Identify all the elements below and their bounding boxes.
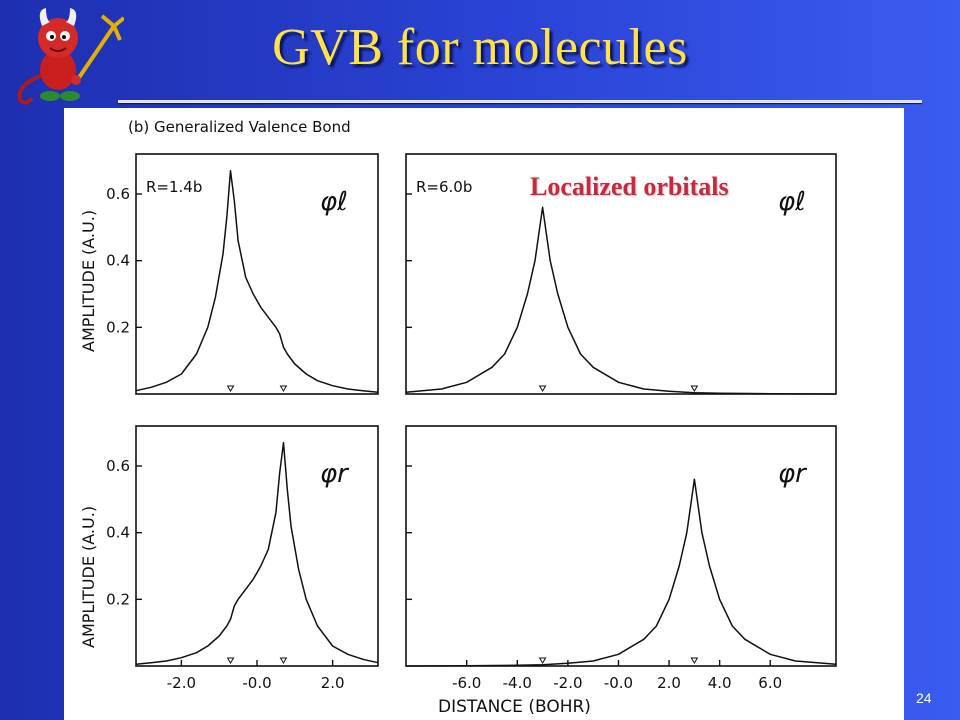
x-tick-label: 2.0 bbox=[657, 674, 681, 692]
panel-frame bbox=[135, 153, 379, 395]
panel-frame bbox=[405, 425, 837, 667]
nucleus-marker bbox=[279, 385, 288, 392]
orbital-label: φℓ bbox=[320, 187, 348, 217]
y-tick-label: 0.2 bbox=[106, 318, 130, 336]
y-axis-label-bottom: AMPLITUDE (A.U.) bbox=[79, 506, 98, 648]
x-tick-label: 2.0 bbox=[321, 674, 345, 692]
panel-annotation: R=1.4b bbox=[146, 178, 202, 196]
orbital-curve bbox=[135, 169, 379, 394]
y-tick-label: 0.2 bbox=[106, 590, 130, 608]
x-tick-label: 4.0 bbox=[708, 674, 732, 692]
panel-top-left: 0.2 0.4 0.6 R=1.4b φℓ bbox=[106, 153, 379, 395]
nucleus-marker bbox=[690, 657, 699, 664]
y-tick-label: 0.4 bbox=[106, 524, 130, 542]
orbital-label: φr bbox=[778, 459, 808, 489]
nucleus-marker bbox=[279, 657, 288, 664]
x-tick-label: -4.0 bbox=[503, 674, 532, 692]
devil-mascot-icon bbox=[6, 4, 126, 106]
nucleus-marker bbox=[538, 657, 547, 664]
localized-orbitals-label: Localized orbitals bbox=[530, 172, 729, 201]
title-underline bbox=[118, 100, 922, 103]
orbital-label: φr bbox=[320, 459, 350, 489]
slide-title: GVB for molecules bbox=[272, 19, 688, 76]
gvb-figure: (b) Generalized Valence Bond AMPLITUDE (… bbox=[64, 108, 904, 720]
page-number: 24 bbox=[916, 690, 932, 706]
gvb-chart: (b) Generalized Valence Bond AMPLITUDE (… bbox=[79, 118, 837, 717]
x-axis-label: DISTANCE (BOHR) bbox=[438, 697, 591, 717]
y-tick-label: 0.4 bbox=[106, 252, 130, 270]
x-tick-label: 6.0 bbox=[758, 674, 782, 692]
x-tick-label: -2.0 bbox=[553, 674, 582, 692]
y-tick-label: 0.6 bbox=[106, 457, 130, 475]
x-tick-label: -2.0 bbox=[167, 674, 196, 692]
nucleus-marker bbox=[690, 385, 699, 392]
orbital-curve bbox=[405, 478, 837, 667]
nucleus-marker bbox=[538, 385, 547, 392]
panel-top-right: R=6.0b φℓ bbox=[405, 153, 837, 395]
nucleus-marker bbox=[226, 657, 235, 664]
nucleus-marker bbox=[226, 385, 235, 392]
orbital-curve bbox=[135, 441, 379, 666]
orbital-curve bbox=[405, 206, 837, 395]
panel-bottom-left: 0.2 0.4 0.6 -2.0 -0.0 2.0 φr bbox=[106, 425, 379, 692]
x-tick-label: -0.0 bbox=[604, 674, 633, 692]
panels-layer: 0.2 0.4 0.6 R=1.4b φℓ R=6.0b φℓ 0.2 0.4 0.6 -2.0 -0… bbox=[106, 153, 837, 692]
y-tick-label: 0.6 bbox=[106, 185, 130, 203]
orbital-label: φℓ bbox=[778, 187, 806, 217]
panel-frame bbox=[405, 153, 837, 395]
y-axis-label-top: AMPLITUDE (A.U.) bbox=[79, 210, 98, 352]
panel-bottom-right: -6.0 -4.0 -2.0 -0.0 2.0 4.0 6.0 φr bbox=[405, 425, 837, 692]
chart-title: (b) Generalized Valence Bond bbox=[128, 118, 351, 136]
panel-annotation: R=6.0b bbox=[416, 178, 472, 196]
x-tick-label: -0.0 bbox=[242, 674, 271, 692]
x-tick-label: -6.0 bbox=[452, 674, 481, 692]
